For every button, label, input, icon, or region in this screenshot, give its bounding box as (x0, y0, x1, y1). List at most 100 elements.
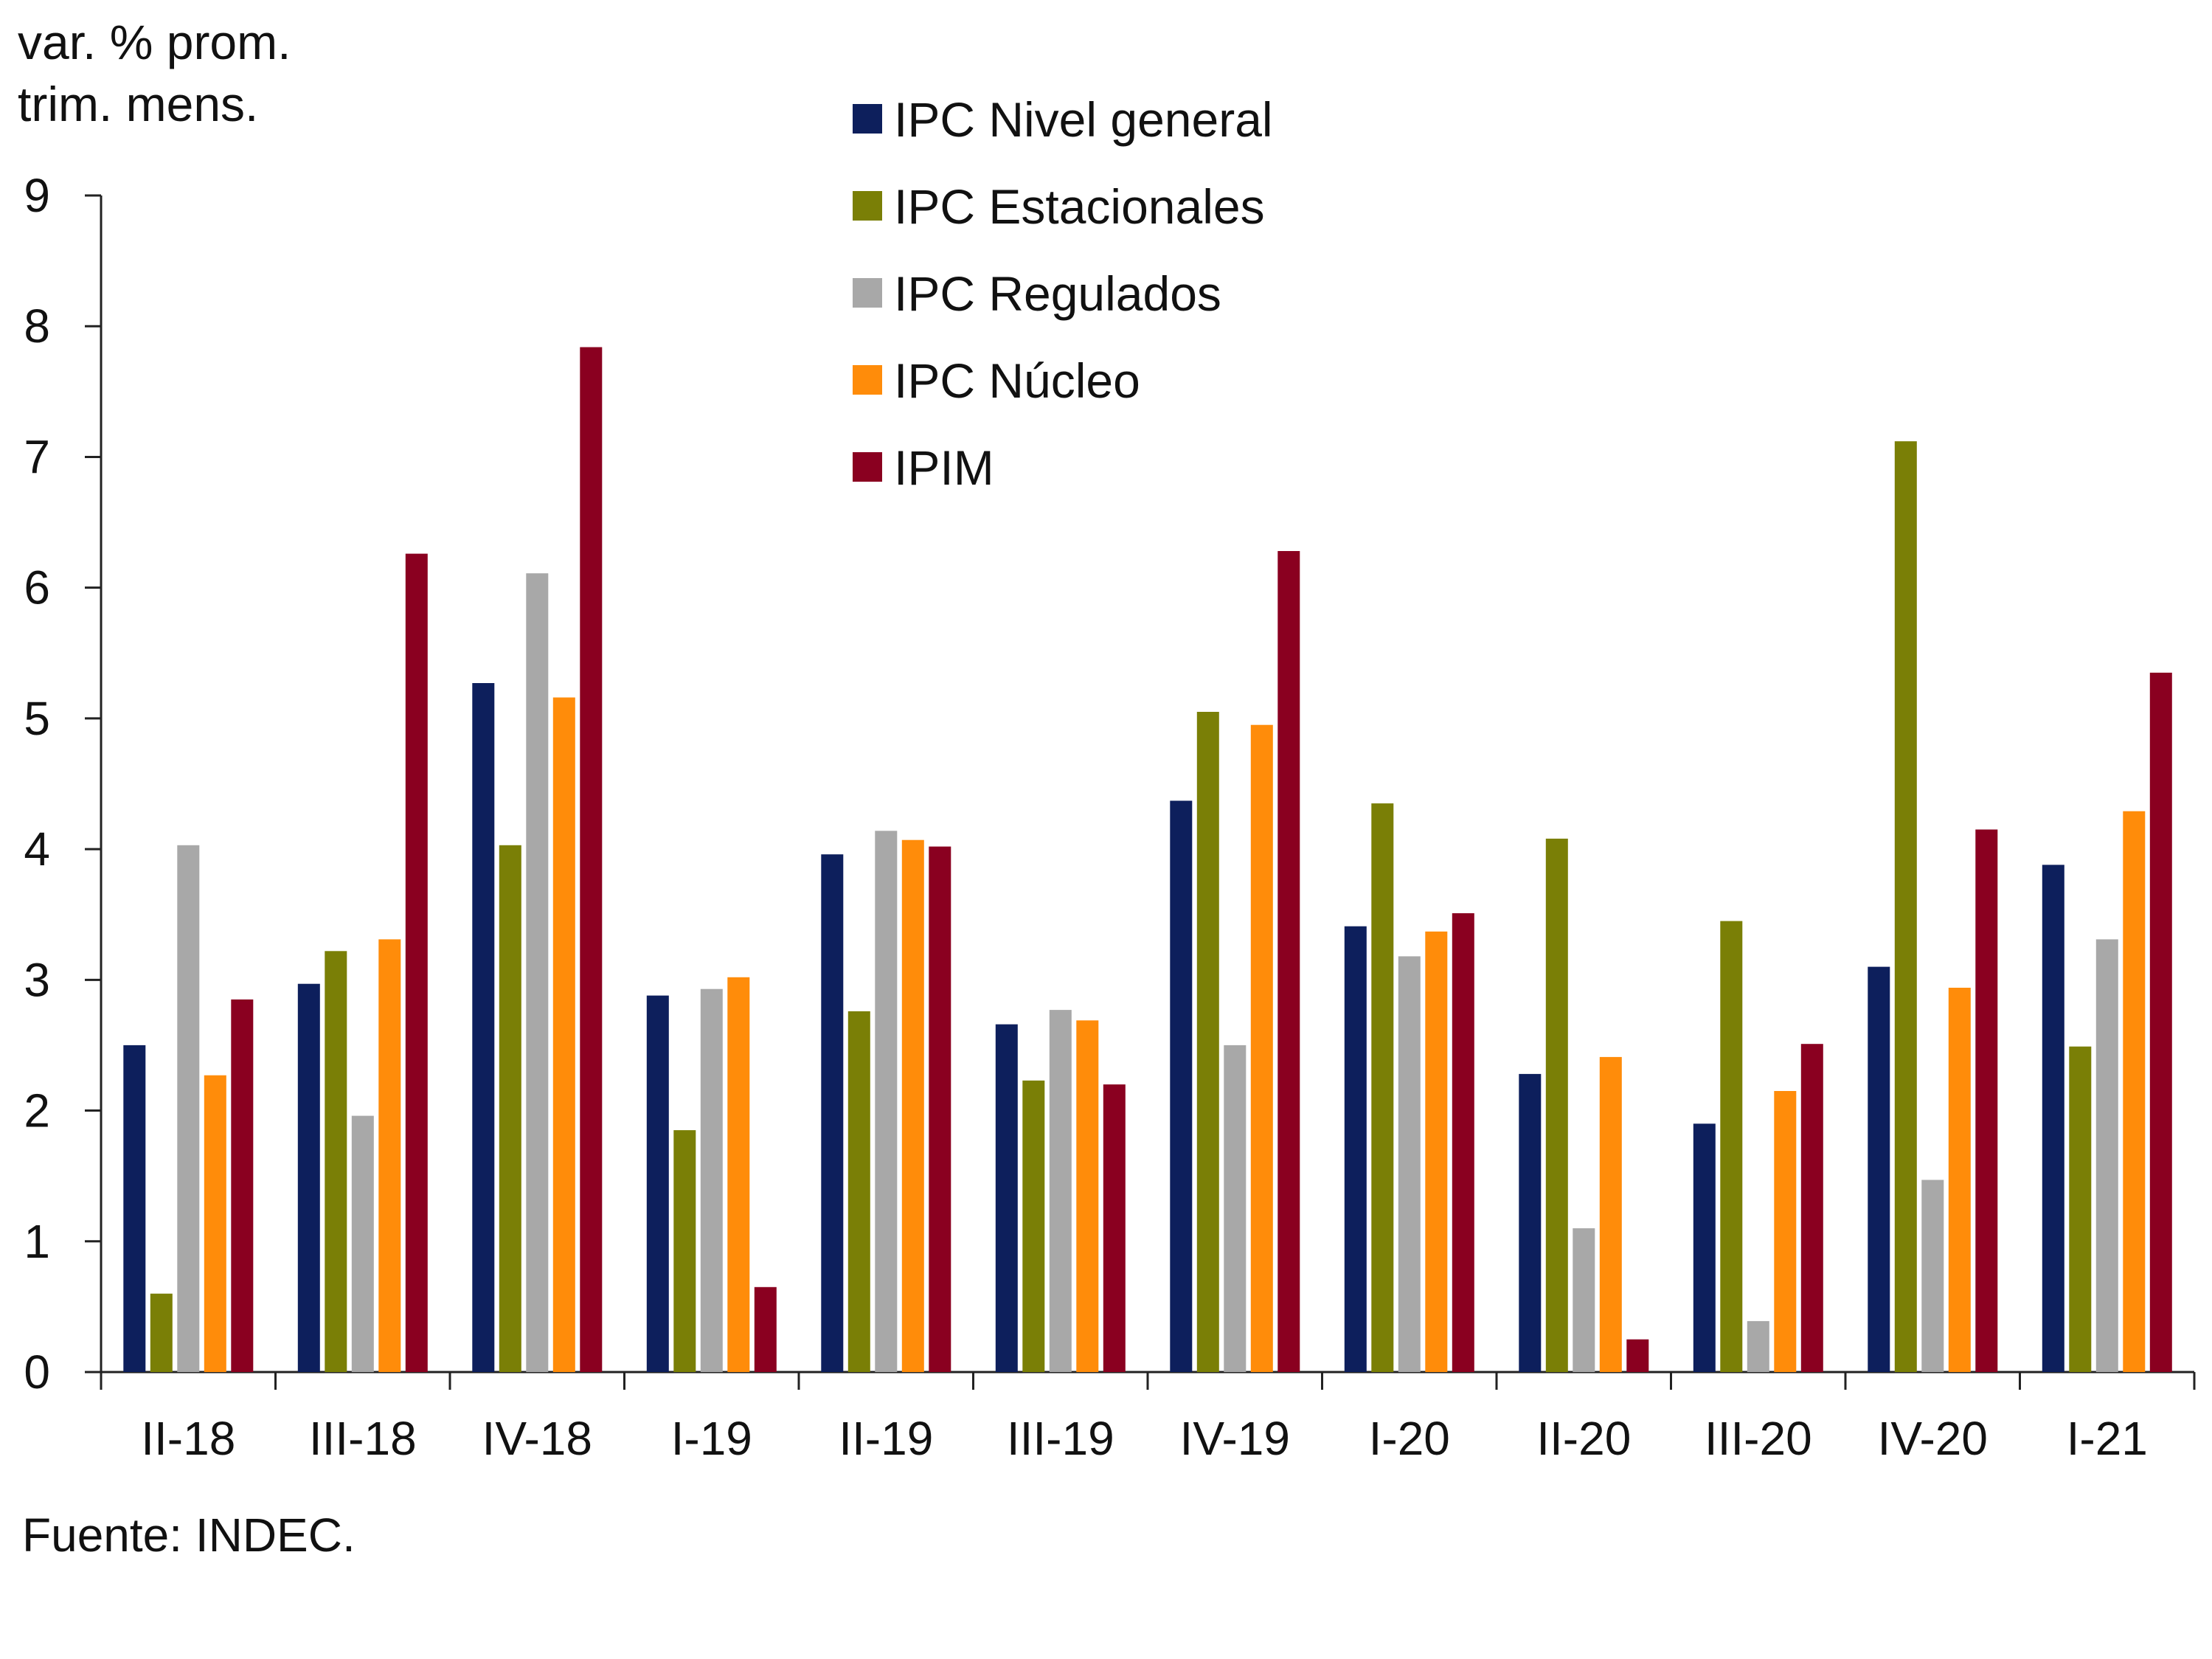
legend-swatch (853, 104, 882, 134)
bar-ipim-i-21 (2149, 672, 2172, 1372)
bar-ipc-n-cleo-iii-18 (378, 939, 401, 1372)
x-tick-label: III-19 (1007, 1412, 1114, 1465)
bar-ipc-nivel-general-iii-19 (995, 1024, 1018, 1372)
x-tick-label: II-20 (1536, 1412, 1631, 1465)
bar-ipc-nivel-general-i-21 (2042, 865, 2064, 1372)
legend-item: IPIM (853, 440, 994, 495)
bar-ipc-estacionales-ii-20 (1545, 838, 1568, 1372)
bar-ipc-estacionales-iv-20 (1894, 441, 1917, 1373)
legend-item: IPC Nivel general (853, 92, 1273, 147)
y-tick-label: 2 (24, 1084, 50, 1137)
bar-group (995, 1010, 1126, 1372)
bar-ipc-nivel-general-iv-19 (1170, 800, 1193, 1372)
legend-swatch (853, 452, 882, 482)
bar-ipc-estacionales-iv-19 (1196, 712, 1219, 1372)
bar-group (472, 347, 603, 1373)
bar-ipc-regulados-iv-18 (526, 573, 549, 1373)
bar-group (821, 831, 951, 1372)
bar-ipc-regulados-i-21 (2095, 939, 2118, 1372)
bar-ipc-n-cleo-iv-19 (1250, 724, 1273, 1372)
bar-ipc-estacionales-iii-18 (325, 951, 347, 1372)
x-tick-label: IV-20 (1878, 1412, 1988, 1465)
x-tick-label: III-20 (1705, 1412, 1812, 1465)
bar-ipim-iii-19 (1103, 1084, 1126, 1372)
bar-ipim-iii-20 (1800, 1044, 1823, 1372)
bars (123, 347, 2172, 1373)
source-note: Fuente: INDEC. (22, 1509, 356, 1562)
bar-ipc-regulados-iii-20 (1747, 1320, 1769, 1372)
bar-ipc-nivel-general-ii-20 (1519, 1073, 1542, 1372)
y-tick-label: 6 (24, 561, 50, 614)
bar-group (1693, 921, 1823, 1372)
x-tick-label: I-20 (1369, 1412, 1450, 1465)
bar-ipc-regulados-i-20 (1398, 956, 1421, 1372)
bar-ipc-n-cleo-iii-19 (1076, 1020, 1099, 1372)
legend-label: IPC Nivel general (894, 92, 1273, 147)
y-tick-label: 3 (24, 953, 50, 1006)
legend-label: IPC Núcleo (894, 353, 1140, 408)
y-tick-label: 8 (24, 299, 50, 353)
bar-ipc-nivel-general-iii-20 (1693, 1123, 1716, 1372)
bar-ipim-i-20 (1452, 913, 1474, 1372)
bar-ipc-regulados-iv-19 (1224, 1045, 1247, 1372)
bar-ipc-estacionales-i-19 (673, 1130, 696, 1372)
bar-ipc-nivel-general-iii-18 (297, 983, 320, 1372)
legend-swatch (853, 365, 882, 395)
x-tick-label: III-18 (309, 1412, 417, 1465)
bar-ipc-estacionales-ii-19 (847, 1011, 870, 1372)
bar-ipc-regulados-ii-19 (875, 831, 898, 1372)
bar-ipc-nivel-general-ii-18 (123, 1045, 146, 1372)
bar-ipim-iii-18 (405, 553, 428, 1372)
legend-label: IPC Regulados (894, 266, 1221, 321)
y-tick-label: 4 (24, 822, 50, 876)
bar-ipc-n-cleo-i-20 (1425, 931, 1448, 1372)
bar-group (1519, 838, 1649, 1372)
bar-ipc-estacionales-ii-18 (150, 1293, 173, 1372)
bar-ipim-ii-19 (929, 846, 951, 1372)
bar-ipc-nivel-general-i-20 (1344, 926, 1367, 1372)
y-axis-label-line-1: var. % prom. (18, 15, 291, 69)
bar-ipim-iv-19 (1277, 551, 1300, 1372)
bar-ipc-regulados-iii-18 (351, 1115, 374, 1372)
x-tick-label: I-19 (671, 1412, 752, 1465)
legend-item: IPC Núcleo (853, 353, 1140, 408)
bar-group (1344, 803, 1474, 1372)
bar-group (123, 845, 254, 1372)
bar-ipc-regulados-iii-19 (1049, 1010, 1072, 1372)
bar-group (2042, 672, 2172, 1372)
bar-ipc-estacionales-iii-19 (1022, 1080, 1045, 1372)
bar-group (1868, 441, 1998, 1373)
legend-item: IPC Regulados (853, 266, 1221, 321)
bar-ipc-regulados-ii-18 (177, 845, 200, 1372)
bar-ipc-estacionales-i-21 (2069, 1046, 2092, 1372)
bar-ipc-n-cleo-i-19 (727, 977, 750, 1372)
bar-ipim-iv-20 (1975, 829, 1998, 1372)
bar-group (297, 553, 428, 1372)
bar-group (1170, 551, 1300, 1372)
bar-ipc-n-cleo-i-21 (2123, 811, 2146, 1372)
legend: IPC Nivel general IPC Estacionales IPC Reg… (853, 92, 1273, 495)
bar-ipc-n-cleo-iii-20 (1774, 1091, 1797, 1372)
bar-ipc-regulados-ii-20 (1573, 1228, 1595, 1372)
bar-group (646, 977, 777, 1372)
bar-ipc-nivel-general-ii-19 (821, 854, 844, 1372)
bar-ipc-n-cleo-ii-18 (204, 1075, 226, 1372)
y-axis-label-line-2: trim. mens. (18, 77, 258, 131)
bar-ipc-estacionales-iv-18 (499, 845, 521, 1372)
legend-swatch (853, 191, 882, 221)
legend-label: IPC Estacionales (894, 179, 1265, 234)
legend-item: IPC Estacionales (853, 179, 1265, 234)
x-tick-label: I-21 (2067, 1412, 2148, 1465)
bar-ipc-n-cleo-ii-20 (1599, 1056, 1622, 1372)
y-tick-label: 7 (24, 430, 50, 483)
legend-label: IPIM (894, 440, 994, 495)
y-tick-label: 1 (24, 1215, 50, 1268)
bar-ipc-regulados-i-19 (700, 988, 723, 1372)
axes: 0 1 2 3 4 5 6 7 8 9 II-18 III-18 IV-18 I-19 II-19 III-1… (24, 169, 2196, 1465)
x-tick-label: II-18 (141, 1412, 235, 1465)
bar-ipc-nivel-general-iv-20 (1868, 966, 1890, 1372)
y-tick-label: 0 (24, 1345, 50, 1399)
bar-ipc-regulados-iv-20 (1921, 1180, 1944, 1372)
y-tick-label: 5 (24, 692, 50, 745)
